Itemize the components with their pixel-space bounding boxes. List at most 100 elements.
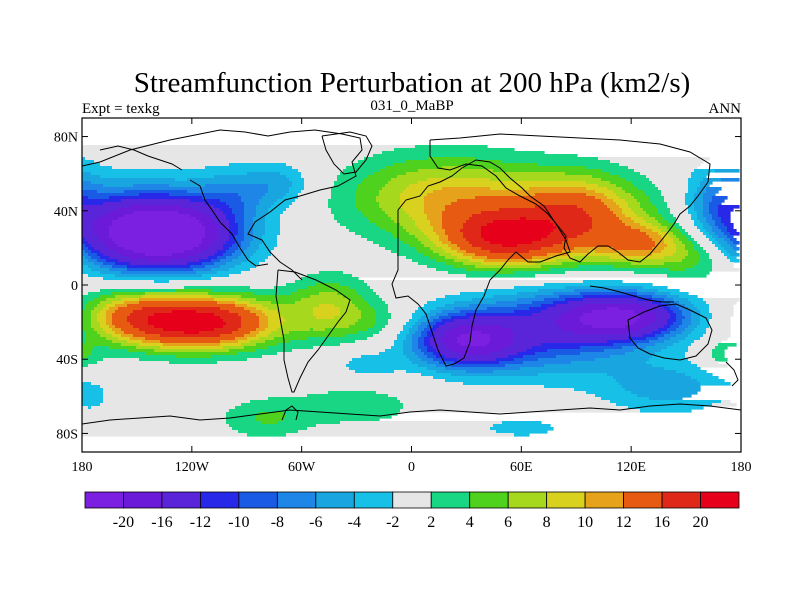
field-cell [658, 208, 671, 212]
field-cell [367, 217, 392, 221]
field-cell [298, 193, 332, 197]
field-cell [646, 220, 659, 224]
field-cell [676, 319, 683, 323]
field-cell [436, 364, 452, 368]
field-cell [694, 238, 710, 242]
field-cell [190, 214, 209, 218]
field-cell [625, 178, 650, 182]
field-cell [661, 190, 689, 194]
field-cell [241, 271, 320, 275]
field-cell [493, 424, 551, 428]
field-cell [418, 343, 425, 347]
field-cell [466, 370, 494, 374]
field-cell [202, 241, 215, 245]
field-cell [124, 247, 194, 251]
field-cell [286, 175, 302, 179]
field-cell [124, 214, 191, 218]
field-cell [259, 202, 275, 206]
field-cell [331, 211, 362, 215]
field-cell [691, 235, 707, 239]
field-cell [646, 232, 659, 236]
field-cell [403, 208, 425, 212]
field-cell [421, 331, 428, 335]
field-cell [82, 343, 122, 347]
field-cell [550, 268, 671, 272]
field-cell [169, 184, 206, 188]
field-cell [145, 337, 236, 341]
field-cell [424, 352, 434, 356]
field-cell [307, 286, 350, 290]
field-cell [694, 244, 701, 248]
field-cell [694, 169, 716, 173]
field-cell [259, 325, 269, 329]
field-cell [280, 226, 347, 230]
field-cell [352, 163, 395, 167]
field-cell [235, 265, 257, 269]
colorbar-swatch [123, 491, 163, 509]
field-cell [466, 313, 533, 317]
field-cell [436, 232, 446, 236]
field-cell [649, 214, 662, 218]
field-cell [673, 310, 683, 314]
colorbar-swatch [700, 491, 740, 509]
field-cell [97, 361, 170, 365]
x-tick-label: 120W [175, 460, 210, 475]
field-cell [268, 325, 281, 329]
field-cell [400, 223, 416, 227]
field-cell [619, 217, 632, 221]
field-cell [379, 352, 404, 356]
field-cell [376, 316, 392, 320]
field-cell [448, 238, 467, 242]
field-cell [439, 316, 452, 320]
field-cell [652, 238, 665, 242]
field-cell [715, 169, 740, 173]
field-cell [235, 301, 251, 305]
field-cell [460, 229, 482, 233]
field-cell [388, 214, 410, 218]
field-cell [391, 250, 419, 254]
field-cell [286, 208, 332, 212]
coastline-north-america [82, 129, 363, 281]
field-cell [712, 262, 734, 266]
field-cell [106, 304, 116, 308]
field-cell [610, 355, 653, 359]
field-cell [637, 292, 656, 296]
field-cell [238, 247, 248, 251]
field-cell [712, 229, 722, 233]
field-cell [82, 247, 89, 251]
field-cell [412, 361, 428, 365]
field-cell [559, 325, 593, 329]
field-cell [355, 289, 374, 293]
field-cell [259, 316, 269, 320]
field-cell [337, 175, 368, 179]
field-cell [118, 217, 197, 221]
field-cell [340, 223, 377, 227]
field-cell [103, 391, 329, 395]
field-cell [637, 298, 653, 302]
field-cell [250, 400, 401, 404]
field-cell [676, 220, 695, 224]
field-cell [535, 295, 560, 299]
field-cell [718, 226, 728, 230]
field-cell [82, 187, 269, 191]
field-cell [373, 289, 485, 293]
field-cell [277, 310, 314, 314]
field-cell [631, 262, 665, 266]
field-cell [82, 403, 101, 407]
field-cell [628, 205, 641, 209]
field-cell [388, 310, 416, 314]
field-cell [103, 400, 251, 404]
field-cell [574, 289, 638, 293]
field-cell [424, 232, 437, 236]
field-cell [229, 223, 239, 227]
field-cell [226, 214, 236, 218]
field-cell [514, 334, 644, 338]
field-cell [400, 409, 641, 413]
colorbar-label: 2 [427, 514, 435, 531]
field-cell [685, 202, 695, 206]
field-cell [82, 256, 86, 260]
field-cell [355, 340, 395, 344]
field-cell [118, 244, 200, 248]
field-cell [226, 412, 260, 416]
field-cell [292, 349, 386, 353]
